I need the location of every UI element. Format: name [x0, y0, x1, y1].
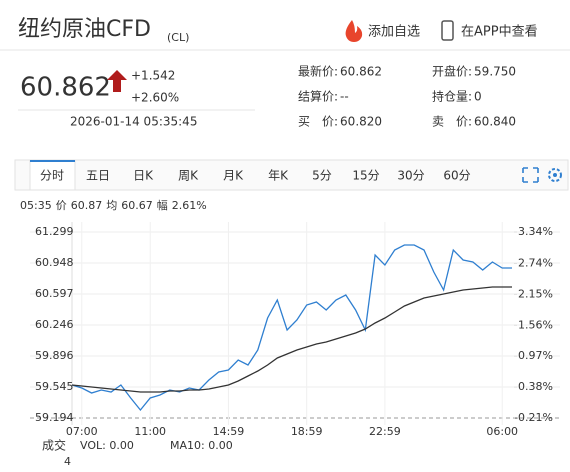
y-tick-label: 59.896 — [35, 349, 74, 362]
tab[interactable]: 年K — [268, 169, 289, 183]
field-value: 60.862 — [340, 65, 382, 79]
tab[interactable]: 15分 — [352, 169, 379, 183]
tab[interactable]: 5分 — [312, 169, 332, 183]
code: (CL) — [167, 31, 189, 44]
y-tick-label: 60.597 — [35, 287, 74, 300]
fire-icon — [345, 20, 363, 42]
change-pct: +2.60% — [131, 91, 179, 105]
volume-label: 成交 — [42, 438, 66, 453]
info-avg-label: 均 — [106, 199, 117, 212]
x-tick-label: 14:59 — [213, 425, 245, 438]
y2-tick-label: 2.74% — [518, 256, 553, 269]
y-tick-label: 59.194 — [35, 411, 74, 424]
y-tick-label: 59.545 — [35, 380, 74, 393]
y2-tick-label: 0.97% — [518, 349, 553, 362]
y-tick-label: 61.299 — [35, 225, 74, 238]
chart: 59.194 59.545 59.896 60.246 60.597 60.948 61.2… — [30, 222, 560, 438]
phone-icon — [441, 20, 454, 41]
y-tick-label: 60.246 — [35, 318, 74, 331]
y2-tick-label: 3.34% — [518, 225, 553, 238]
field-value: -- — [340, 90, 349, 104]
volume-vol: VOL: 0.00 — [80, 439, 134, 452]
title: 纽约原油CFD — [18, 17, 151, 42]
tab[interactable]: 周K — [178, 169, 199, 183]
change: +1.542 — [131, 69, 175, 83]
y2-tick-label: 1.56% — [518, 318, 553, 331]
series-line — [71, 244, 512, 412]
tab[interactable]: 分时 — [40, 169, 64, 183]
add-watch[interactable]: 添加自选 — [368, 25, 420, 40]
y2-tick-label: 0.38% — [518, 380, 553, 393]
info-time: 05:35 — [20, 199, 52, 212]
x-tick-label: 22:59 — [369, 425, 401, 438]
tabs: 分时 五日 日K 周K 月K 年K 5分 15分 30分 60分 — [40, 169, 471, 183]
x-tick-label: 11:00 — [134, 425, 166, 438]
field-label: 结算价: — [298, 89, 338, 104]
tab[interactable]: 月K — [223, 169, 244, 183]
field-label: 最新价: — [298, 64, 338, 79]
app-view[interactable]: 在APP中查看 — [461, 24, 538, 40]
up-arrow — [107, 70, 127, 92]
field-value: 60.840 — [474, 115, 516, 129]
info-amp-label: 幅 — [157, 199, 168, 212]
info-price: 60.87 — [71, 199, 103, 212]
settings-icon[interactable] — [548, 168, 562, 182]
volume-value: 4 — [64, 455, 71, 468]
volume-ma10: MA10: 0.00 — [170, 439, 233, 452]
fullscreen-icon[interactable] — [522, 167, 539, 183]
info-avg: 60.67 — [121, 199, 153, 212]
field-label: 开盘价: — [432, 64, 472, 79]
tab-bar — [14, 159, 569, 191]
y-tick-label: 60.948 — [35, 256, 74, 269]
field-value: 60.820 — [340, 115, 382, 129]
price: 60.862 — [20, 73, 111, 103]
info-price-label: 价 — [56, 199, 67, 212]
field-value: 0 — [474, 90, 482, 104]
tab[interactable]: 60分 — [443, 169, 470, 183]
x-tick-label: 18:59 — [291, 425, 323, 438]
info-amp: 2.61% — [172, 199, 207, 212]
quote-time: 2026-01-14 05:35:45 — [70, 115, 197, 129]
x-tick-label: 06:00 — [486, 425, 518, 438]
field-value: 59.750 — [474, 65, 516, 79]
volume: 成交 VOL: 0.00 MA10: 0.00 4 — [42, 438, 233, 469]
y2-tick-label: -0.21% — [514, 411, 553, 424]
series-line — [71, 286, 512, 393]
tab[interactable]: 五日 — [86, 169, 110, 183]
tab[interactable]: 日K — [133, 169, 154, 183]
field-label: 持仓量: — [432, 89, 472, 104]
field-label: 买 价: — [298, 115, 338, 129]
x-tick-label: 07:00 — [66, 425, 98, 438]
field-label: 卖 价: — [432, 115, 472, 129]
y2-tick-label: 2.15% — [518, 287, 553, 300]
tab[interactable]: 30分 — [397, 169, 424, 183]
info-line: 05:35 价 60.87 均 60.67 幅 2.61% — [20, 199, 207, 212]
fields: 最新价: 60.862 开盘价: 59.750 结算价: -- 持仓量: 0 买 价: 60.82… — [298, 64, 516, 129]
